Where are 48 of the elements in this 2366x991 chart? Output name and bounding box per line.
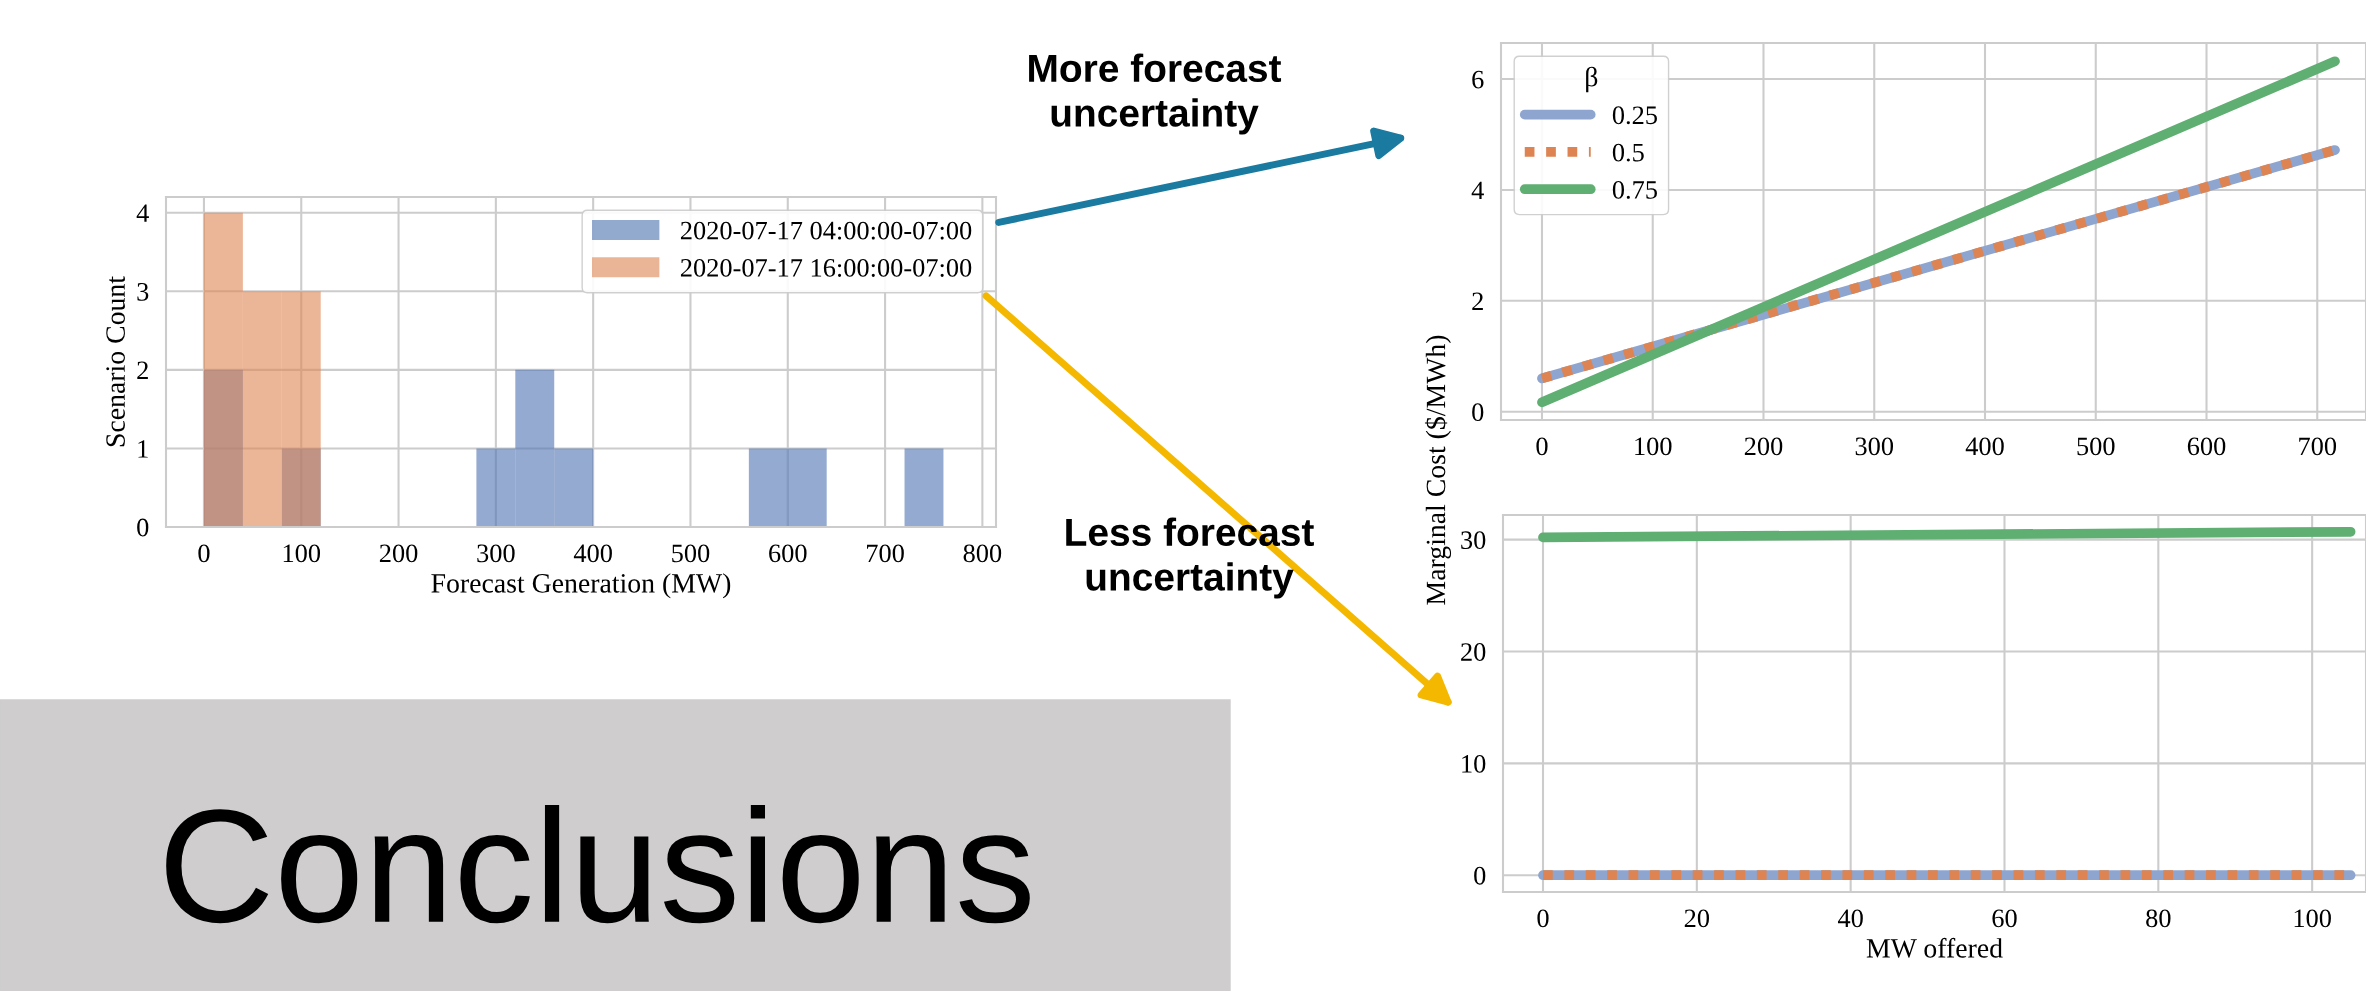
x-tick-label: 200: [379, 544, 418, 563]
x-tick-label: 300: [477, 544, 515, 563]
legend-label: 2020-07-17 04:00:00-07:00: [680, 221, 972, 240]
y-tick-label: 3: [137, 282, 149, 301]
y-tick-label: 2: [1472, 292, 1483, 310]
x-tick-label: 60: [1992, 909, 2017, 928]
legend-label: 0.25: [1612, 106, 1657, 125]
y-tick-label: 2: [137, 361, 148, 380]
x-tick-label: 700: [2299, 437, 2337, 456]
x-axis-title: Forecast Generation (MW): [431, 573, 731, 599]
y-tick-label: 0: [1474, 866, 1486, 885]
x-axis-title: MW offered: [1866, 937, 2003, 958]
x-tick-label: 800: [963, 544, 1002, 563]
x-tick-label: 0: [1536, 437, 1548, 456]
y-tick-label: 10: [1462, 754, 1486, 773]
y-axis-title: Scenario Count: [106, 276, 125, 447]
y-axis-title: Marginal Cost ($/MWh): [1424, 335, 1452, 605]
x-tick-label: 500: [672, 544, 710, 563]
legend-label: 2020-07-17 16:00:00-07:00: [680, 258, 972, 277]
x-tick-label: 80: [2146, 909, 2171, 928]
x-tick-label: 700: [867, 544, 904, 563]
y-tick-label: 20: [1461, 643, 1486, 661]
x-tick-label: 400: [1965, 437, 2004, 456]
y-tick-label: 30: [1461, 531, 1486, 550]
x-tick-label: 400: [573, 544, 612, 563]
x-tick-label: 600: [769, 544, 807, 563]
x-tick-label: 20: [1684, 909, 1710, 928]
y-tick-label: 6: [1472, 70, 1484, 89]
text: Conclusions: [166, 804, 1030, 924]
x-tick-label: 100: [283, 544, 321, 563]
x-tick-label: 100: [2294, 909, 2331, 928]
y-tick-label: 4: [1471, 181, 1484, 200]
x-tick-label: 100: [1635, 437, 1672, 456]
x-tick-label: 0: [198, 544, 210, 563]
y-tick-label: 0: [137, 518, 149, 537]
text: More forecast uncertainty: [1029, 53, 1282, 135]
y-tick-label: 0: [1472, 403, 1484, 422]
x-tick-label: 40: [1837, 909, 1863, 928]
x-tick-label: 500: [2077, 437, 2115, 456]
y-tick-label: 1: [138, 440, 148, 458]
x-tick-label: 200: [1744, 437, 1783, 456]
legend-title: β: [1586, 66, 1598, 93]
x-tick-label: 0: [1537, 909, 1549, 928]
x-tick-label: 600: [2187, 437, 2226, 456]
legend-label: 0.75: [1612, 180, 1657, 199]
y-tick-label: 4: [136, 204, 149, 222]
x-tick-label: 300: [1855, 437, 1894, 456]
legend-label: 0.5: [1612, 143, 1644, 162]
